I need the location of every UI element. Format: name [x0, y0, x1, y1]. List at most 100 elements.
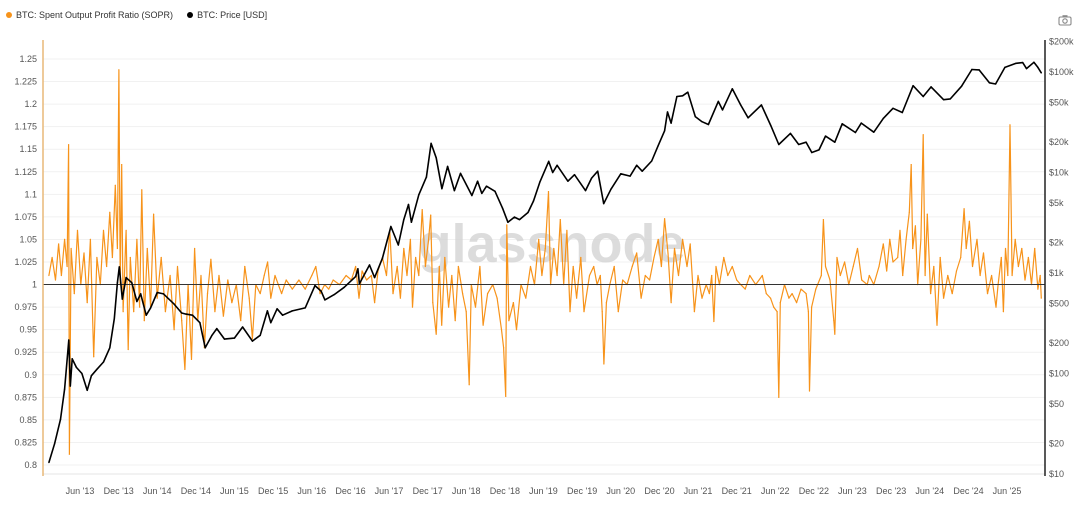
- sopr-point: [48, 274, 50, 277]
- price-point: [731, 88, 733, 90]
- sopr-point: [982, 252, 985, 254]
- sopr-point: [660, 265, 663, 268]
- price-point: [707, 123, 710, 126]
- sopr-point: [146, 247, 148, 250]
- price-point: [584, 189, 587, 192]
- price-point: [113, 318, 115, 320]
- sopr-point: [1002, 311, 1005, 313]
- sopr-point: [315, 265, 317, 268]
- sopr-point: [173, 329, 175, 331]
- price-point: [320, 290, 322, 292]
- price-point: [694, 115, 696, 118]
- left-axis-tick-label: 1.15: [19, 144, 37, 154]
- sopr-point: [266, 261, 269, 263]
- x-axis-tick-label: Jun '19: [529, 486, 558, 496]
- sopr-point: [465, 311, 467, 313]
- sopr-point: [136, 238, 138, 241]
- right-axis-tick-label: $1k: [1049, 268, 1064, 278]
- sopr-point: [116, 247, 119, 250]
- sopr-point: [544, 247, 546, 250]
- sopr-point: [886, 270, 888, 272]
- price-point: [930, 86, 932, 88]
- sopr-point: [54, 279, 57, 281]
- x-axis-tick-label: Dec '20: [644, 486, 674, 496]
- sopr-point: [63, 238, 66, 241]
- price-point: [410, 221, 413, 223]
- sopr-point: [210, 258, 212, 260]
- sopr-point: [822, 218, 825, 221]
- x-axis-tick-label: Jun '14: [143, 486, 172, 496]
- sopr-point: [1039, 274, 1041, 277]
- sopr-point: [1007, 274, 1009, 277]
- price-point: [357, 268, 359, 270]
- camera-icon[interactable]: [1058, 14, 1072, 26]
- sopr-point: [160, 256, 162, 259]
- sopr-point: [370, 274, 373, 277]
- sopr-point: [723, 256, 725, 259]
- legend: BTC: Spent Output Profit Ratio (SOPR) BT…: [6, 10, 267, 20]
- right-axis-tick-label: $500: [1049, 298, 1069, 308]
- price-point: [140, 293, 142, 295]
- price-point: [199, 322, 201, 324]
- sopr-point: [711, 274, 713, 277]
- sopr-point: [810, 306, 813, 308]
- sopr-point: [976, 238, 978, 241]
- sopr-point: [795, 302, 798, 304]
- right-axis-tick-label: $50: [1049, 399, 1064, 409]
- price-point: [418, 194, 420, 196]
- price-point: [71, 358, 73, 360]
- sopr-point: [559, 218, 561, 221]
- sopr-point: [259, 292, 261, 295]
- legend-label-sopr: BTC: Spent Output Profit Ratio (SOPR): [16, 10, 174, 20]
- left-axis-tick-label: 1.175: [14, 122, 37, 132]
- legend-item-sopr[interactable]: BTC: Spent Output Profit Ratio (SOPR): [6, 10, 173, 20]
- price-point: [333, 293, 335, 296]
- price-point: [650, 160, 653, 162]
- sopr-point: [727, 274, 729, 277]
- price-point: [641, 170, 643, 172]
- price-point: [547, 160, 550, 163]
- price-point: [1040, 72, 1042, 74]
- sopr-point: [1024, 279, 1026, 281]
- sopr-point: [990, 274, 993, 277]
- price-point: [901, 111, 904, 114]
- price-point: [501, 207, 504, 210]
- price-point: [912, 85, 914, 87]
- sopr-point: [924, 274, 926, 277]
- sopr-point: [800, 288, 802, 290]
- price-point: [397, 244, 400, 246]
- sopr-point: [538, 238, 540, 241]
- legend-item-price[interactable]: BTC: Price [USD]: [187, 10, 267, 20]
- sopr-point: [361, 270, 363, 272]
- price-point: [994, 83, 997, 85]
- sopr-point: [769, 297, 772, 299]
- price-point: [942, 99, 945, 101]
- price-point: [441, 187, 443, 190]
- sopr-point: [102, 229, 105, 232]
- sopr-point: [788, 297, 790, 299]
- sopr-point: [345, 274, 347, 277]
- sopr-point: [435, 333, 437, 335]
- sopr-point: [181, 320, 183, 322]
- sopr-point: [773, 306, 775, 308]
- sopr-point: [965, 247, 967, 250]
- price-point: [453, 189, 456, 192]
- left-axis-tick-label: 0.95: [19, 325, 37, 335]
- x-axis-tick-label: Jun '18: [452, 486, 481, 496]
- price-point: [1037, 66, 1039, 69]
- sopr-point: [240, 320, 242, 322]
- sopr-point: [432, 302, 434, 304]
- sopr-point: [617, 311, 619, 313]
- price-point: [590, 177, 593, 179]
- sopr-point: [143, 320, 145, 322]
- price-point: [304, 307, 306, 309]
- sopr-point: [109, 211, 111, 213]
- sopr-point: [808, 390, 811, 392]
- sopr-point: [430, 214, 432, 216]
- right-axis-tick-label: $200: [1049, 338, 1069, 348]
- sopr-point: [441, 324, 443, 326]
- price-point: [687, 91, 689, 93]
- sopr-point: [468, 384, 470, 386]
- sopr-point: [636, 252, 638, 254]
- sopr-point: [67, 144, 70, 146]
